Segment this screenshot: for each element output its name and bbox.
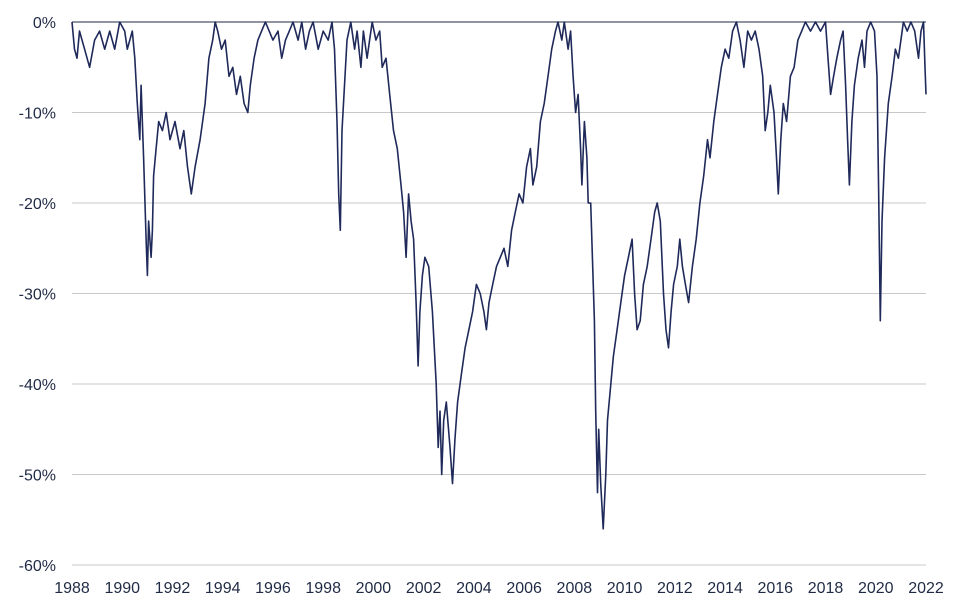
y-tick-label: -20% [19,196,56,213]
x-axis-tick-labels: 1988 1990 1992 1994 1996 1998 2000 2002 2004 2006… [54,580,944,597]
x-tick-label: 1994 [205,580,241,597]
y-tick-label: -40% [19,377,56,394]
grid-lines [72,21,926,566]
x-tick-label: 1998 [305,580,341,597]
x-tick-label: 1992 [155,580,191,597]
x-tick-label: 2022 [908,580,944,597]
x-tick-label: 2016 [757,580,793,597]
x-tick-label: 1990 [104,580,140,597]
x-tick-label: 2004 [456,580,492,597]
x-tick-label: 2020 [858,580,894,597]
x-tick-label: 2014 [707,580,743,597]
x-tick-label: 2018 [808,580,844,597]
y-tick-label: -60% [19,558,56,575]
x-tick-label: 2000 [356,580,392,597]
x-tick-label: 2008 [557,580,593,597]
x-tick-label: 2012 [657,580,693,597]
x-tick-label: 2010 [607,580,643,597]
y-tick-label: -30% [19,287,56,304]
y-tick-label: 0% [33,15,56,32]
drawdown-series-line [71,21,927,530]
x-tick-label: 1988 [54,580,90,597]
y-tick-label: -10% [19,106,56,123]
x-tick-label: 2002 [406,580,442,597]
y-axis-tick-labels: 0% -10% -20% -30% -40% -50% -60% [19,15,56,575]
series-layer [71,21,927,530]
x-tick-label: 1996 [255,580,291,597]
x-tick-label: 2006 [506,580,542,597]
y-tick-label: -50% [19,468,56,485]
